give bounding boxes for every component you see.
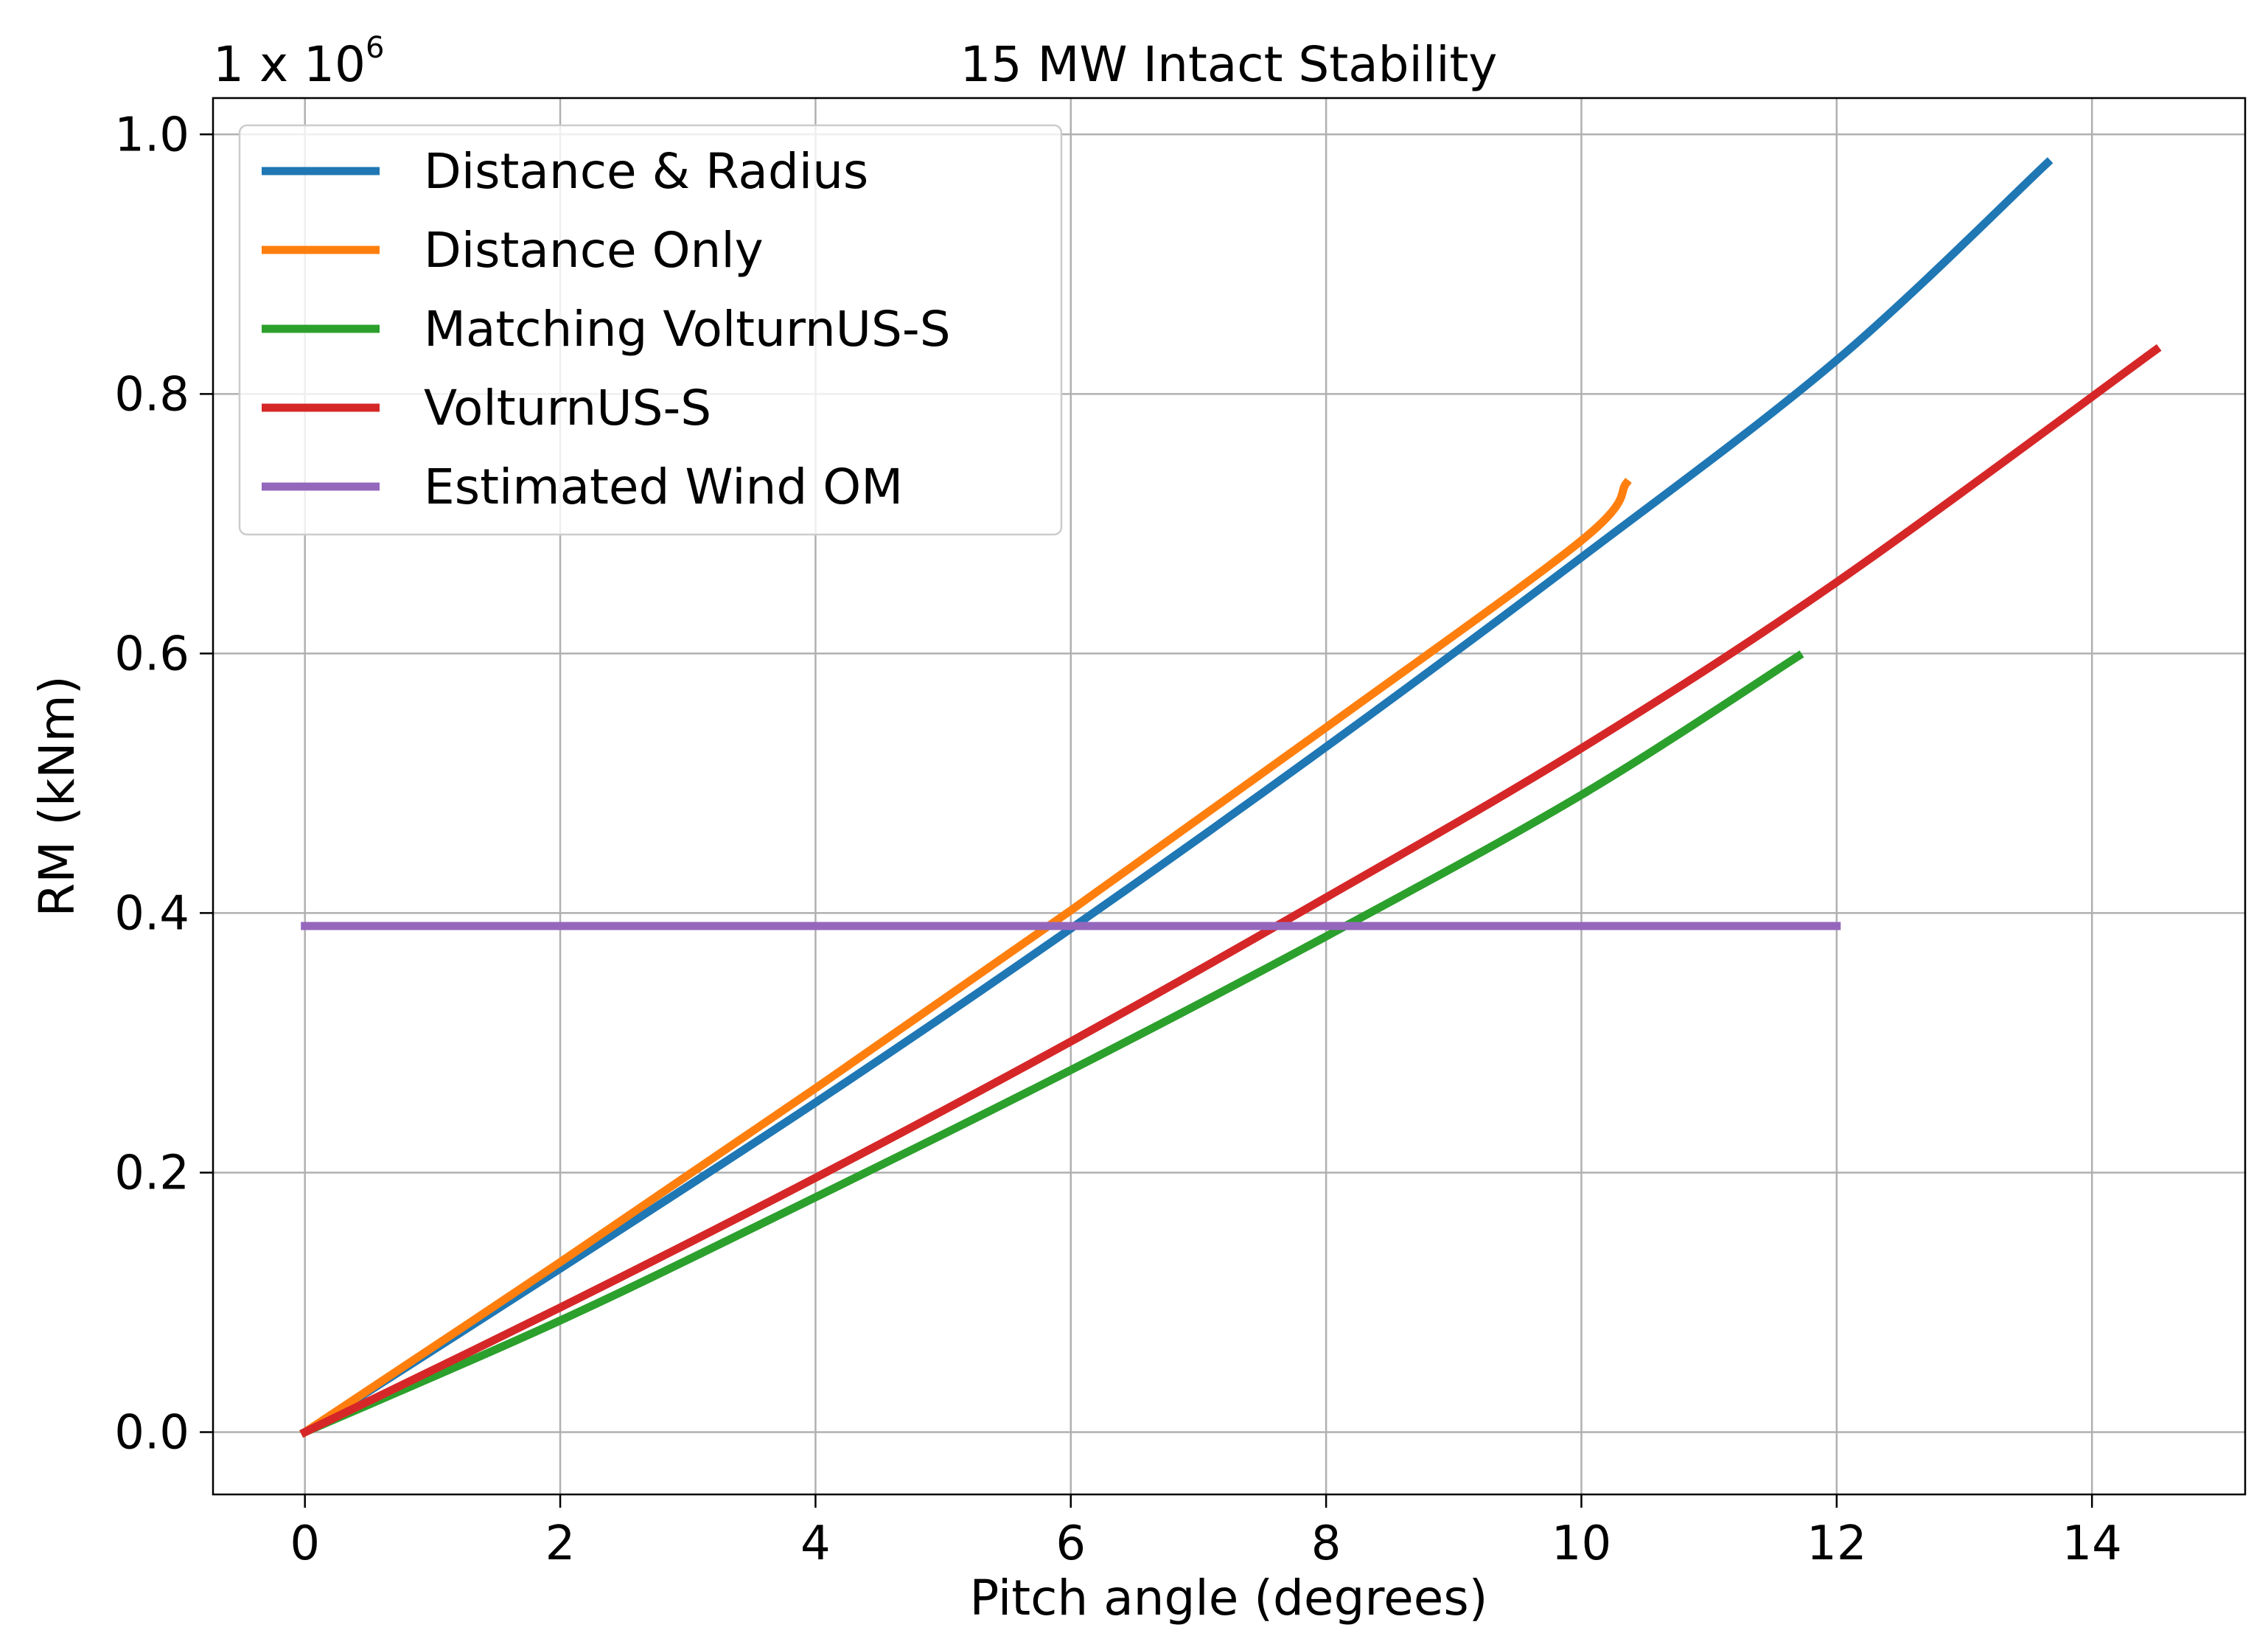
y-scale-multiplier: 1 x 106	[213, 31, 384, 93]
y-tick-label: 0.4	[114, 886, 189, 941]
legend: Distance & Radius Distance Only Matching V…	[238, 124, 1063, 536]
y-axis-label: RM (kNm)	[29, 675, 86, 916]
y-scale-prefix: 1 x 10	[213, 36, 366, 93]
legend-label-distance-radius: Distance & Radius	[424, 143, 868, 200]
x-tick-label: 12	[1807, 1517, 1866, 1571]
x-tick-label: 8	[1311, 1517, 1341, 1571]
x-tick-label: 10	[1552, 1517, 1611, 1571]
legend-label-distance-only: Distance Only	[424, 222, 764, 279]
x-tick-label: 0	[290, 1517, 320, 1571]
y-tick-label: 0.8	[114, 367, 189, 422]
x-tick-label: 6	[1056, 1517, 1086, 1571]
y-tick-label: 1.0	[114, 108, 189, 162]
x-tick-label: 2	[545, 1517, 576, 1571]
y-tick-label: 0.6	[114, 627, 189, 681]
x-tick-label: 4	[800, 1517, 831, 1571]
legend-frame	[238, 124, 1063, 536]
legend-label-volturnus-s: VolturnUS-S	[424, 380, 711, 436]
y-scale-exponent: 6	[366, 31, 384, 65]
legend-label-estimated-wind-om: Estimated Wind OM	[424, 459, 903, 515]
chart-title: 15 MW Intact Stability	[960, 36, 1498, 93]
x-tick-label: 14	[2062, 1517, 2121, 1571]
plot-area-frame	[212, 97, 2247, 1496]
y-tick-label: 0.0	[114, 1406, 189, 1461]
x-axis-label: Pitch angle (degrees)	[970, 1570, 1488, 1626]
series-line-matching-volturnus-s	[299, 650, 1804, 1438]
y-tick-label: 0.2	[114, 1146, 189, 1200]
series-line-distance-radius	[299, 157, 2054, 1438]
series-lines	[299, 157, 2162, 1438]
series-line-volturnus-s	[299, 344, 2162, 1438]
series-line-distance-only	[299, 478, 1632, 1438]
legend-label-matching-volturnus-s: Matching VolturnUS-S	[424, 301, 951, 358]
axis-ticks: 0 2 4 6 8 10 12 14 0.0 0.2 0.4 0.6 0.8 1.0	[114, 108, 2122, 1571]
